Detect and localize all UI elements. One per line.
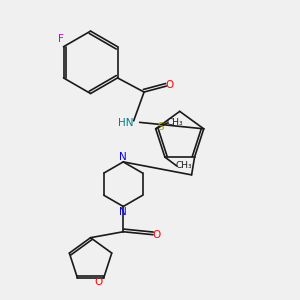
Text: S: S [158,122,164,132]
Text: O: O [166,80,174,90]
Text: CH₃: CH₃ [167,118,183,127]
Text: O: O [152,230,161,240]
Text: N: N [119,152,127,161]
Text: F: F [58,34,64,44]
Text: O: O [94,278,102,287]
Text: HN: HN [118,118,134,128]
Text: N: N [119,207,127,217]
Text: CH₃: CH₃ [176,161,193,170]
